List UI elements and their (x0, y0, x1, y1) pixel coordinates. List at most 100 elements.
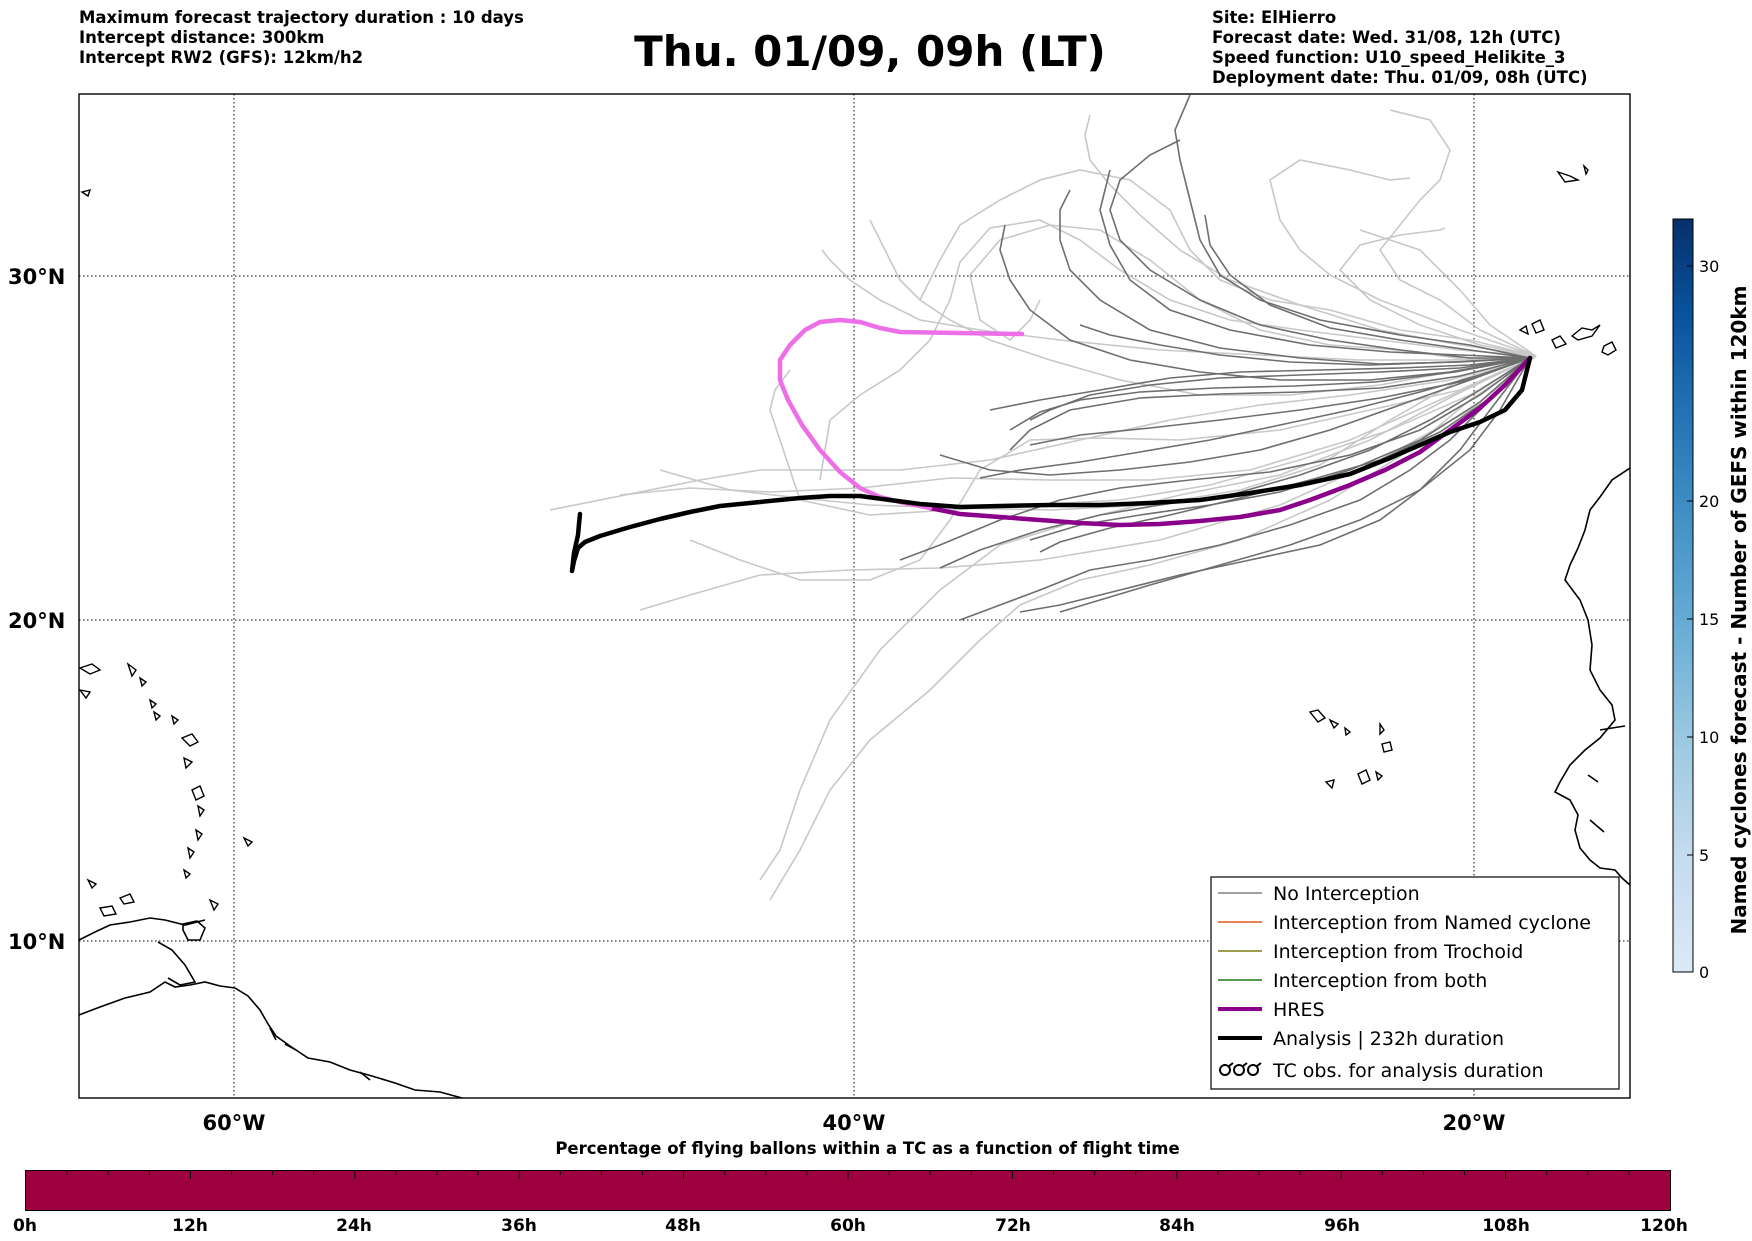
island-capeverde-1 (1308, 709, 1327, 723)
colorbar-tick-0: 0 (1699, 963, 1709, 982)
trajectory-no-interception (1029, 357, 1531, 541)
trajectory-no-interception (1109, 139, 1530, 359)
percentage-bar (25, 1170, 1671, 1211)
map-frame (78, 93, 1631, 1099)
percentage-bar-ticks (66, 1171, 1630, 1179)
island-capeverde-2 (1328, 718, 1340, 730)
island-antilles-13 (194, 828, 203, 842)
trajectory-faded (1379, 109, 1537, 357)
trajectory-no-interception (1079, 324, 1531, 366)
trajectory-faded (1269, 159, 1537, 357)
lat-label-10n: 10°N (8, 930, 65, 954)
trajectory-no-interception (1009, 357, 1531, 451)
island-capeverde-6 (1357, 769, 1371, 785)
analysis-track (569, 355, 1533, 574)
coast-west-africa (1553, 467, 1630, 886)
ensemble-trajectories-faded (549, 109, 1537, 901)
trajectory-faded (1359, 229, 1537, 357)
trajectory-no-interception (1009, 357, 1531, 431)
island-antilles-7 (152, 710, 162, 722)
trajectory-faded (639, 355, 1537, 611)
legend-label-no-interception: No Interception (1273, 883, 1420, 905)
hres-trajectory (777, 317, 1533, 528)
trajectory-faded (759, 355, 1537, 881)
trajectory-faded (769, 355, 1537, 901)
island-antilles-18 (98, 905, 118, 917)
pct-tick-0h: 0h (13, 1216, 37, 1236)
island-antilles-5 (138, 676, 148, 688)
header-max-duration: Maximum forecast trajectory duration : 1… (79, 8, 524, 27)
lat-label-30n: 30°N (8, 265, 65, 289)
trajectory-no-interception (999, 224, 1531, 381)
coast-venezuela-north (79, 917, 206, 941)
island-antilles-1 (80, 189, 92, 198)
colorbar-tick-20: 20 (1699, 492, 1719, 511)
pct-tick-24h: 24h (336, 1216, 372, 1236)
colorbar-tick-30: 30 (1699, 257, 1719, 276)
island-canary-3 (1570, 324, 1601, 341)
hres-segment-early (927, 355, 1533, 528)
cyclone-colorbar: 0 5 10 15 20 30 Named cyclones forecast … (1672, 218, 1751, 982)
island-capeverde-5 (1381, 741, 1393, 753)
trajectory-no-interception (959, 357, 1531, 621)
island-antilles-6 (148, 698, 158, 710)
trajectory-no-interception (989, 357, 1531, 411)
trajectory-no-interception (1099, 169, 1531, 359)
legend-label-hres: HRES (1273, 999, 1325, 1021)
island-antilles-15 (182, 868, 192, 880)
header-site: Site: ElHierro (1212, 8, 1337, 27)
island-madeira-2 (1582, 163, 1589, 177)
analysis-trajectory (569, 355, 1533, 574)
trajectory-no-interception (899, 357, 1531, 561)
colorbar-gradient (1672, 218, 1694, 973)
island-canary-5 (1518, 324, 1530, 336)
legend-label-named-cyclone: Interception from Named cyclone (1273, 912, 1591, 934)
header-speed-function: Speed function: U10_speed_Helikite_3 (1212, 48, 1566, 67)
island-canary-2 (1551, 335, 1568, 349)
header-deployment-date: Deployment date: Thu. 01/09, 08h (UTC) (1212, 68, 1588, 87)
header-intercept-rw2: Intercept RW2 (GFS): 12km/h2 (79, 48, 364, 67)
pct-tick-36h: 36h (501, 1216, 537, 1236)
island-antilles-11 (191, 785, 205, 801)
islands (79, 163, 1617, 917)
pct-tick-96h: 96h (1324, 1216, 1360, 1236)
trajectory-no-interception (1019, 357, 1531, 613)
colorbar-tick-10: 10 (1699, 728, 1719, 747)
colorbar-tick-15: 15 (1699, 610, 1719, 629)
legend-box (1210, 876, 1620, 1090)
island-antilles-20 (118, 893, 136, 905)
lon-label-20w: 20°W (1443, 1111, 1506, 1135)
island-antilles-2 (79, 663, 102, 675)
island-antilles-8 (170, 714, 180, 726)
lat-label-20n: 20°N (8, 609, 65, 633)
lon-label-60w: 60°W (203, 1111, 266, 1135)
trajectory-faded (1084, 114, 1537, 357)
trajectory-faded (1338, 227, 1537, 357)
coast-africa-detail (1587, 725, 1626, 833)
trajectory-no-interception (939, 357, 1531, 476)
island-antilles-9 (180, 733, 200, 747)
island-antilles-14 (186, 846, 195, 860)
island-capeverde-8 (1324, 779, 1335, 790)
header-info-left: Maximum forecast trajectory duration : 1… (79, 8, 524, 68)
island-antilles-10 (183, 756, 194, 770)
coastlines (79, 467, 1630, 1098)
legend-label-analysis: Analysis | 232h duration (1273, 1028, 1504, 1050)
island-antilles-12 (196, 804, 205, 818)
island-madeira (1556, 170, 1581, 183)
colorbar-tick-5: 5 (1699, 846, 1709, 865)
legend-label-both: Interception from both (1273, 970, 1487, 992)
trajectory-faded (549, 355, 1537, 511)
island-capeverde-3 (1344, 726, 1352, 737)
island-antilles-19 (86, 878, 98, 890)
legend-label-trochoid: Interception from Trochoid (1273, 941, 1523, 963)
ensemble-trajectories-no-interception (899, 94, 1531, 621)
pct-tick-120h: 120h (1640, 1216, 1688, 1236)
percentage-bar-title: Percentage of flying ballons within a TC… (555, 1139, 1180, 1158)
coast-paria (157, 941, 197, 986)
hres-segment-late (777, 317, 1025, 511)
header-forecast-date: Forecast date: Wed. 31/08, 12h (UTC) (1212, 28, 1561, 47)
pct-tick-48h: 48h (665, 1216, 701, 1236)
island-canary-1 (1531, 319, 1545, 334)
